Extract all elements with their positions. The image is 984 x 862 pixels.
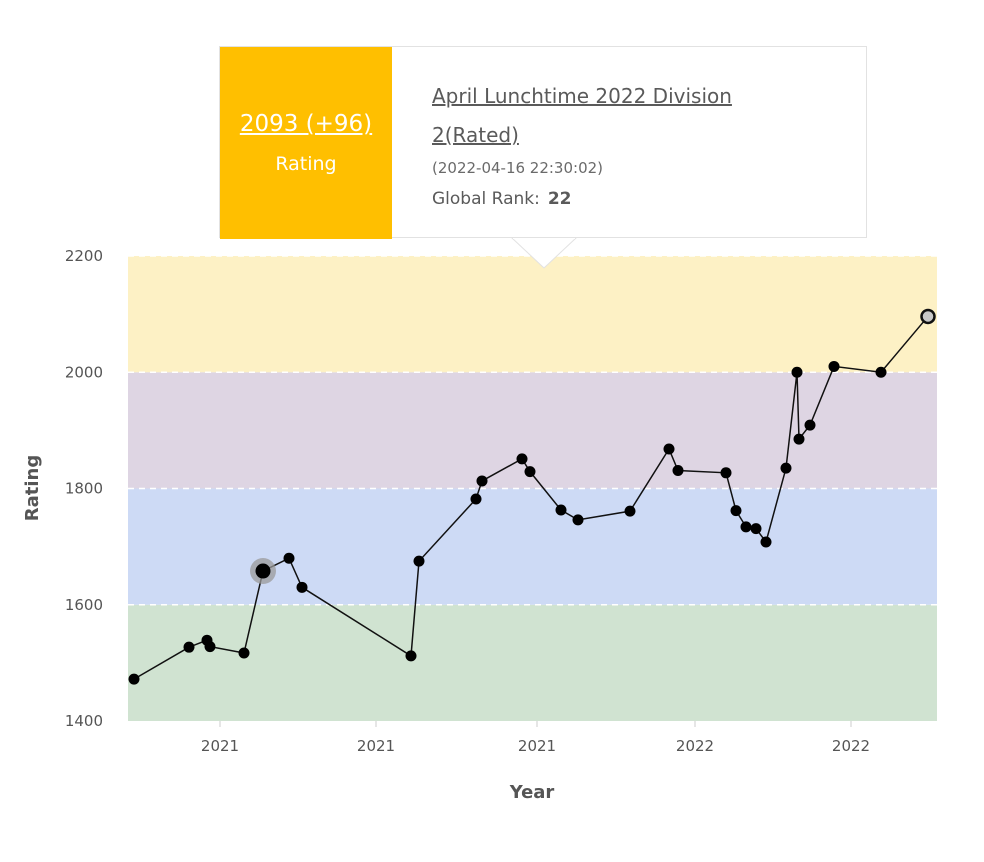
rating-band-1600-1800 bbox=[128, 488, 937, 605]
x-tick-label: 2021 bbox=[518, 737, 556, 755]
contest-time: (2022-04-16 22:30:02) bbox=[432, 159, 604, 177]
data-point[interactable] bbox=[804, 419, 816, 431]
data-point[interactable] bbox=[238, 647, 250, 659]
data-point[interactable] bbox=[720, 467, 732, 479]
data-point[interactable] bbox=[572, 514, 584, 526]
rating-band-1400-1600 bbox=[128, 604, 937, 721]
data-point[interactable] bbox=[624, 505, 636, 517]
data-point[interactable] bbox=[730, 505, 742, 517]
y-axis-title: Rating bbox=[22, 455, 43, 521]
x-tick-label: 2022 bbox=[676, 737, 714, 755]
data-point[interactable] bbox=[672, 464, 684, 476]
data-point[interactable] bbox=[524, 466, 536, 478]
tooltip-info-panel: April Lunchtime 2022 Division 2(Rated) (… bbox=[432, 77, 792, 209]
data-point[interactable] bbox=[750, 523, 762, 535]
tooltip-rating-panel: 2093 (+96) Rating bbox=[220, 47, 392, 239]
x-tick-label: 2022 bbox=[832, 737, 870, 755]
data-point[interactable] bbox=[780, 462, 792, 474]
y-tick-label: 2000 bbox=[65, 363, 103, 381]
data-point[interactable] bbox=[793, 433, 805, 445]
y-tick-label: 2200 bbox=[65, 247, 103, 265]
x-axis-title: Year bbox=[509, 782, 555, 803]
x-tick-label: 2021 bbox=[357, 737, 395, 755]
y-tick-label: 1400 bbox=[65, 712, 103, 730]
data-point[interactable] bbox=[183, 641, 195, 653]
data-point[interactable] bbox=[791, 366, 803, 378]
global-rank-row: Global Rank: 22 bbox=[432, 189, 792, 209]
data-point[interactable] bbox=[760, 536, 772, 548]
x-tick-label: 2021 bbox=[201, 737, 239, 755]
rating-band-2000-2200 bbox=[128, 256, 937, 373]
data-point[interactable] bbox=[828, 360, 840, 372]
data-point[interactable] bbox=[476, 475, 488, 487]
rating-bands bbox=[128, 255, 937, 721]
data-point[interactable] bbox=[555, 504, 567, 516]
data-point[interactable] bbox=[128, 673, 140, 685]
data-point-latest[interactable] bbox=[920, 308, 936, 325]
y-tick-label: 1800 bbox=[65, 480, 103, 498]
global-rank-label: Global Rank: bbox=[432, 189, 540, 209]
data-point-selected[interactable] bbox=[255, 563, 271, 579]
rating-label: Rating bbox=[275, 153, 337, 175]
data-point[interactable] bbox=[470, 493, 482, 505]
y-tick-label: 1600 bbox=[65, 596, 103, 614]
x-axis-ticks: 2021 2021 2021 2022 2022 bbox=[201, 721, 870, 755]
y-axis-ticks: 1400 1600 1800 2000 2200 bbox=[65, 247, 103, 730]
data-point[interactable] bbox=[875, 366, 887, 378]
data-point[interactable] bbox=[413, 555, 425, 567]
data-point[interactable] bbox=[204, 641, 216, 653]
rating-value-link[interactable]: 2093 (+96) bbox=[239, 111, 373, 137]
contest-name-link[interactable]: April Lunchtime 2022 Division 2(Rated) bbox=[432, 84, 732, 147]
global-rank-value: 22 bbox=[547, 189, 572, 209]
rating-points bbox=[128, 308, 936, 685]
data-point[interactable] bbox=[740, 521, 752, 533]
data-point[interactable] bbox=[516, 453, 528, 465]
data-point[interactable] bbox=[283, 552, 295, 564]
data-point[interactable] bbox=[405, 650, 417, 662]
data-point[interactable] bbox=[296, 581, 308, 593]
data-point[interactable] bbox=[663, 443, 675, 455]
contest-tooltip: 2093 (+96) Rating April Lunchtime 2022 D… bbox=[219, 46, 867, 239]
